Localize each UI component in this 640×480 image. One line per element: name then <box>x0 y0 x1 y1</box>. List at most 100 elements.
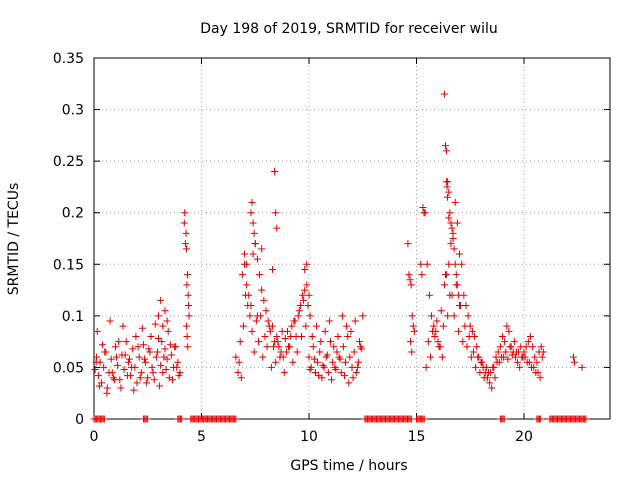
data-point <box>456 302 463 310</box>
data-point <box>308 332 316 340</box>
data-point <box>238 271 246 279</box>
data-point <box>138 324 146 332</box>
data-point <box>537 343 545 351</box>
data-point <box>249 250 257 258</box>
data-point <box>338 312 346 320</box>
data-point <box>406 338 414 346</box>
data-point <box>282 348 290 356</box>
data-point <box>523 358 531 366</box>
data-point <box>461 322 469 330</box>
data-point <box>173 363 181 371</box>
data-point <box>181 209 189 217</box>
y-tick-label: 0 <box>75 412 84 428</box>
data-point <box>157 296 165 304</box>
data-point <box>333 348 341 356</box>
data-point <box>359 312 367 320</box>
data-point <box>452 271 460 279</box>
data-point <box>144 374 152 382</box>
data-point <box>531 353 539 361</box>
data-point <box>260 296 268 304</box>
data-point <box>270 343 278 351</box>
data-point <box>469 348 477 356</box>
data-point <box>152 353 160 361</box>
data-point <box>160 353 168 361</box>
data-point <box>250 348 258 356</box>
data-point <box>408 348 416 356</box>
y-axis-label: SRMTID / TECUs <box>6 183 22 296</box>
data-point <box>159 322 167 330</box>
data-point <box>272 358 280 366</box>
data-point <box>347 327 355 335</box>
data-point <box>429 327 437 335</box>
data-point <box>328 376 336 384</box>
data-point <box>454 327 462 335</box>
data-point <box>321 327 329 335</box>
data-markers <box>90 90 590 423</box>
data-point <box>313 322 321 330</box>
data-point <box>515 348 523 356</box>
x-axis-label: GPS time / hours <box>290 458 407 474</box>
data-point <box>115 338 123 346</box>
data-point <box>157 361 165 369</box>
data-point <box>327 338 334 346</box>
data-point <box>445 214 453 222</box>
data-point <box>434 338 442 346</box>
data-point <box>300 296 308 304</box>
data-point <box>319 361 327 369</box>
data-point <box>508 351 516 359</box>
data-point <box>163 317 171 325</box>
x-tick-label: 5 <box>197 429 206 445</box>
data-point <box>459 338 467 346</box>
data-point <box>182 245 190 253</box>
y-tick-label: 0.15 <box>53 257 84 273</box>
data-point <box>486 379 494 387</box>
data-point <box>491 374 499 382</box>
data-point <box>175 372 183 380</box>
data-point <box>424 338 432 346</box>
data-point <box>248 198 256 206</box>
data-point <box>450 312 458 320</box>
data-point <box>161 307 169 315</box>
data-point <box>235 358 243 366</box>
data-point <box>273 224 281 232</box>
data-point <box>149 369 157 377</box>
data-point <box>110 376 118 384</box>
data-point <box>184 291 192 299</box>
data-point <box>147 332 155 340</box>
data-point <box>250 229 258 237</box>
data-point <box>176 369 184 377</box>
data-point <box>243 260 251 268</box>
data-point <box>419 204 427 212</box>
data-point <box>305 291 313 299</box>
data-point <box>467 353 475 361</box>
data-point <box>145 345 153 353</box>
data-point <box>346 353 354 361</box>
zero-value-point <box>232 415 240 423</box>
data-point <box>474 353 482 361</box>
data-point <box>135 353 143 361</box>
data-point <box>252 317 260 325</box>
data-point <box>184 343 192 351</box>
data-point <box>185 312 193 320</box>
data-point <box>443 183 451 191</box>
zero-value-point <box>143 415 151 423</box>
data-point <box>480 374 488 382</box>
data-point <box>451 198 459 206</box>
data-point <box>304 302 312 310</box>
data-point <box>236 338 244 346</box>
data-point <box>121 351 129 359</box>
data-point <box>241 250 248 258</box>
data-point <box>311 369 319 377</box>
data-point <box>314 358 322 366</box>
data-point <box>293 348 301 356</box>
data-point <box>516 363 524 371</box>
data-point <box>168 376 176 384</box>
data-point <box>182 229 190 237</box>
y-tick-label: 0.3 <box>62 103 84 119</box>
data-point <box>254 338 262 346</box>
data-point <box>256 271 264 279</box>
data-point <box>274 338 282 346</box>
data-point <box>504 355 512 363</box>
data-point <box>430 322 438 330</box>
